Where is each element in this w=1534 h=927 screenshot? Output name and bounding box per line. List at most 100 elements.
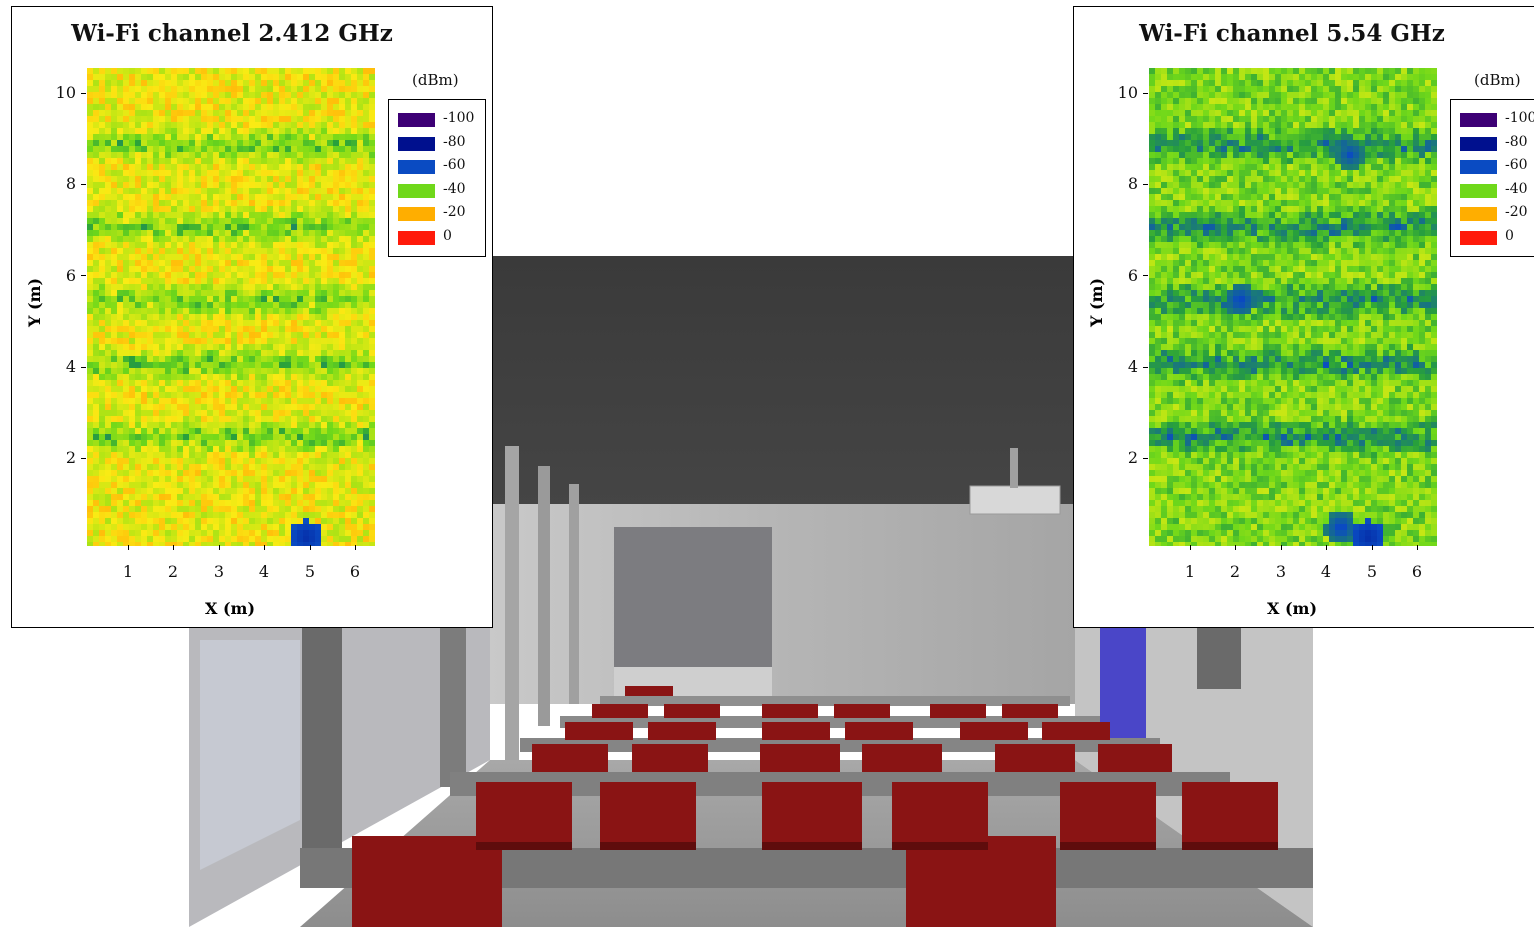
heatmap-cell (1329, 164, 1336, 171)
heatmap-cell (177, 398, 184, 405)
heatmap-cell (201, 398, 208, 405)
heatmap-cell (123, 80, 130, 87)
heatmap-cell (1377, 110, 1384, 117)
heatmap-cell (1347, 92, 1354, 99)
heatmap-cell (183, 392, 190, 399)
heatmap-cell (243, 242, 250, 249)
heatmap-cell (345, 488, 352, 495)
heatmap-cell (93, 296, 100, 303)
heatmap-cell (357, 458, 364, 465)
heatmap-cell (99, 254, 106, 261)
heatmap-cell (105, 86, 112, 93)
heatmap-cell (117, 320, 124, 327)
heatmap-cell (207, 338, 214, 345)
heatmap-cell (159, 200, 166, 207)
heatmap-cell (177, 80, 184, 87)
heatmap-cell (225, 398, 232, 405)
heatmap-cell (297, 440, 304, 447)
heatmap-cell (213, 206, 220, 213)
heatmap-cell (309, 398, 316, 405)
heatmap-cell (267, 140, 274, 147)
heatmap-cell (219, 410, 226, 417)
heatmap-cell (351, 284, 358, 291)
heatmap-cell (309, 536, 316, 543)
heatmap-cell (369, 440, 375, 447)
heatmap-cell (369, 482, 375, 489)
heatmap-cell (327, 458, 334, 465)
heatmap-cell (369, 416, 375, 423)
heatmap-cell (111, 488, 118, 495)
heatmap-cell (1245, 134, 1252, 141)
heatmap-cell (303, 494, 310, 501)
heatmap-cell (207, 122, 214, 129)
heatmap-cell (117, 296, 124, 303)
heatmap-cell (171, 302, 178, 309)
x-tick-mark (355, 545, 356, 550)
heatmap-cell (297, 110, 304, 117)
heatmap-cell (93, 170, 100, 177)
heatmap-cell (219, 290, 226, 297)
heatmap-cell (339, 140, 346, 147)
heatmap-cell (267, 374, 274, 381)
heatmap-cell (117, 356, 124, 363)
heatmap-cell (123, 410, 130, 417)
heatmap-cell (1311, 140, 1318, 147)
heatmap-cell (249, 524, 256, 531)
heatmap-cell (279, 230, 286, 237)
heatmap-cell (153, 518, 160, 525)
heatmap-cell (315, 326, 322, 333)
heatmap-cell (357, 86, 364, 93)
heatmap-cell (93, 146, 100, 153)
heatmap-cell (231, 452, 238, 459)
heatmap-cell (291, 446, 298, 453)
heatmap-cell (225, 296, 232, 303)
heatmap-cell (111, 428, 118, 435)
heatmap-cell (309, 314, 316, 321)
heatmap-cell (147, 494, 154, 501)
heatmap-cell (183, 266, 190, 273)
heatmap-cell (219, 434, 226, 441)
heatmap-cell (285, 422, 292, 429)
heatmap-cell (171, 350, 178, 357)
heatmap-cell (1215, 98, 1222, 105)
heatmap-cell (117, 410, 124, 417)
heatmap-cell (1215, 92, 1222, 99)
heatmap-cell (1389, 80, 1396, 87)
heatmap-cell (159, 470, 166, 477)
heatmap-cell (285, 92, 292, 99)
heatmap-cell (351, 356, 358, 363)
heatmap-cell (1425, 140, 1432, 147)
heatmap-cell (183, 104, 190, 111)
heatmap-cell (369, 458, 375, 465)
heatmap-cell (1413, 176, 1420, 183)
heatmap-cell (141, 122, 148, 129)
heatmap-cell (135, 302, 142, 309)
heatmap-cell (321, 344, 328, 351)
heatmap-cell (231, 338, 238, 345)
heatmap-cell (195, 356, 202, 363)
heatmap-cell (165, 266, 172, 273)
heatmap-cell (321, 104, 328, 111)
heatmap-cell (249, 110, 256, 117)
heatmap-cell (231, 518, 238, 525)
heatmap-cell (189, 242, 196, 249)
heatmap-cell (1329, 122, 1336, 129)
heatmap-cell (303, 398, 310, 405)
heatmap-cell (327, 500, 334, 507)
heatmap-cell (147, 506, 154, 513)
heatmap-cell (291, 440, 298, 447)
heatmap-cell (351, 500, 358, 507)
heatmap-cell (1299, 182, 1306, 189)
heatmap-cell (345, 278, 352, 285)
heatmap-cell (1383, 122, 1390, 129)
heatmap-cell (1269, 170, 1276, 177)
heatmap-cell (99, 284, 106, 291)
heatmap-cell (1245, 188, 1252, 195)
heatmap-cell (159, 452, 166, 459)
heatmap-cell (327, 308, 334, 315)
heatmap-cell (159, 464, 166, 471)
x-axis-label: X (m) (204, 599, 256, 618)
heatmap-cell (219, 86, 226, 93)
heatmap-cell (261, 68, 268, 75)
heatmap-cell (303, 458, 310, 465)
